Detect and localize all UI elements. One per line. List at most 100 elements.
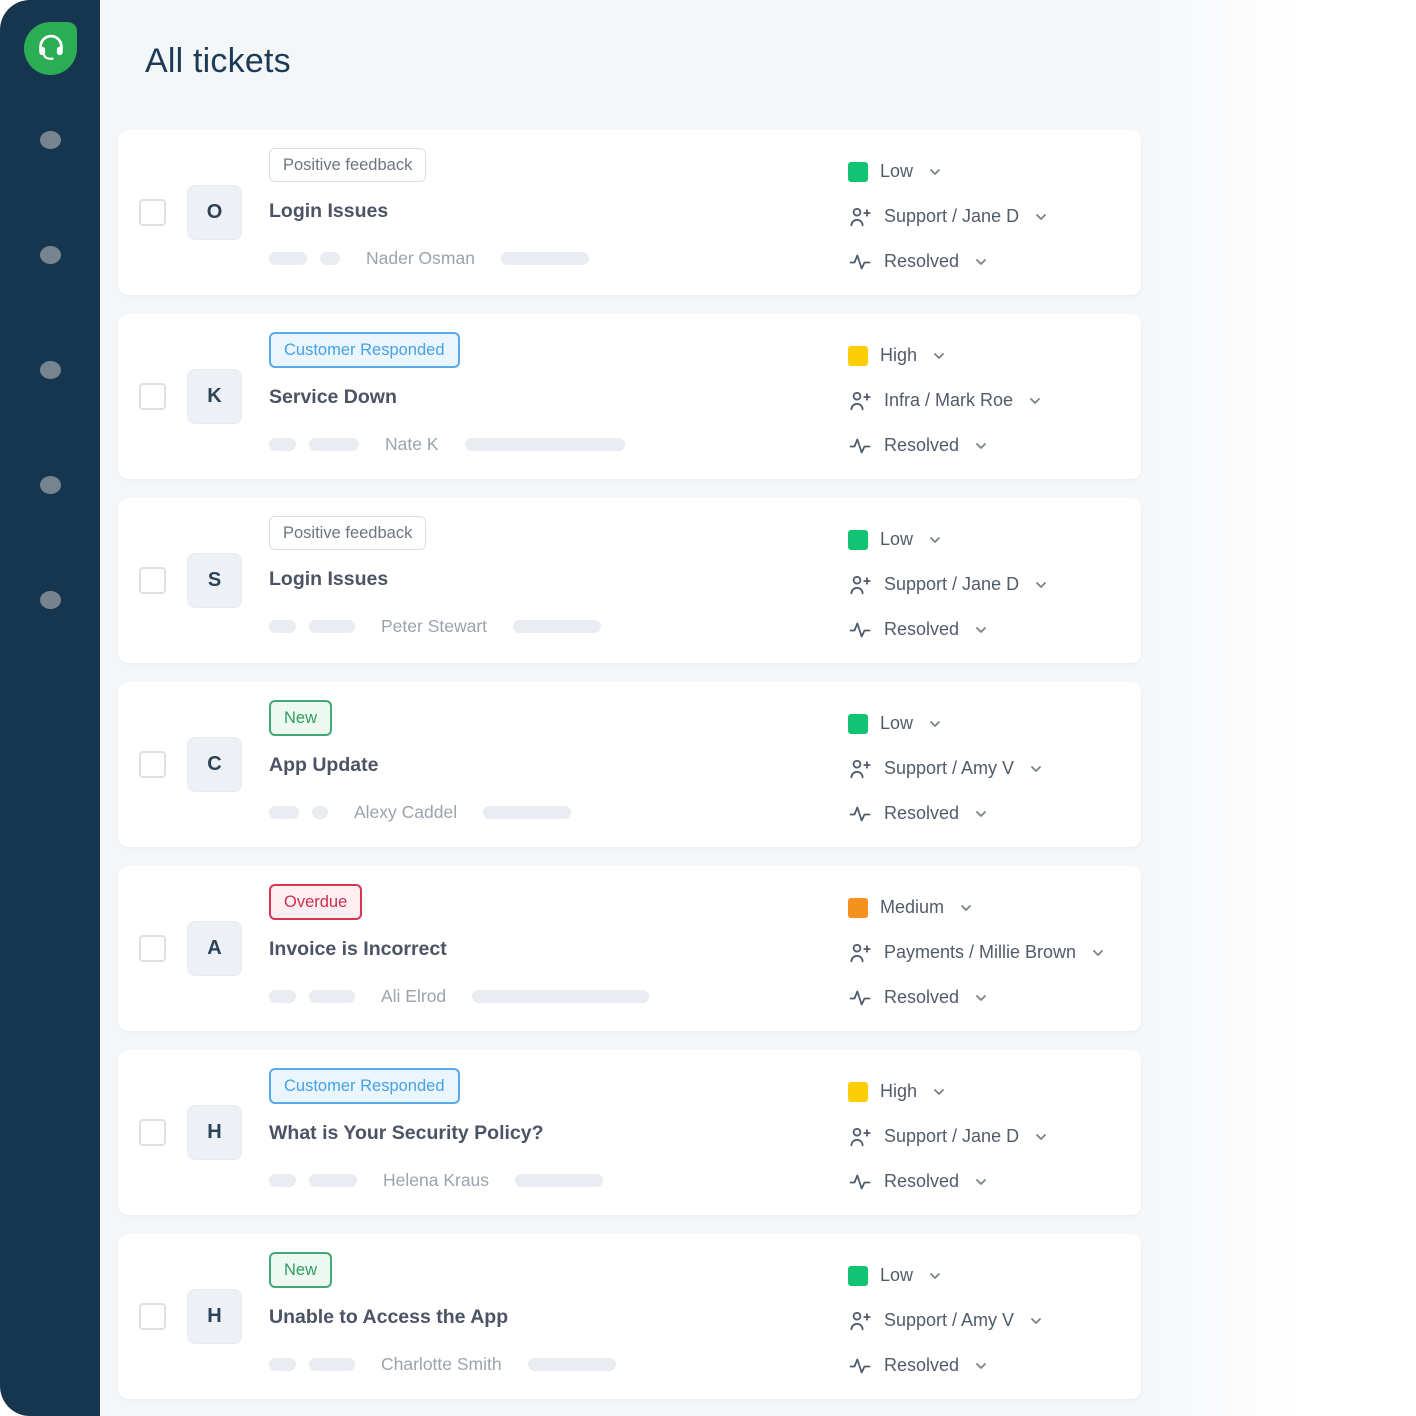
ticket-title[interactable]: App Update [269,754,379,776]
requester-name: Alexy Caddel [354,802,458,822]
ticket-title[interactable]: Service Down [269,386,397,408]
requester-name: Nader Osman [366,248,475,268]
assignee-select[interactable]: Support / Jane D [848,569,1049,600]
assignee-select[interactable]: Infra / Mark Roe [848,385,1043,416]
status-select[interactable]: Resolved [848,430,1043,461]
priority-select[interactable]: Low [848,524,1049,555]
chevron-down-icon [976,994,986,1001]
activity-icon [849,990,871,1005]
status-select[interactable]: Resolved [848,798,1044,829]
priority-label: Low [880,713,914,733]
priority-select[interactable]: Low [848,1260,1044,1291]
priority-select[interactable]: High [848,340,1043,371]
assignee-select[interactable]: Support / Amy V [848,753,1044,784]
assignee-select[interactable]: Support / Amy V [848,1305,1044,1336]
priority-swatch [848,345,868,366]
assignee-label: Payments / Millie Brown [884,942,1077,962]
priority-select[interactable]: High [848,1076,1049,1107]
priority-swatch [848,529,868,550]
priority-select[interactable]: Low [848,156,1049,187]
ticket-checkbox[interactable] [139,935,166,962]
skeleton-bar-3 [483,806,572,819]
ticket-list: O Positive feedback Login Issues Nader O… [118,130,1141,1416]
skeleton-bar-1 [269,620,296,633]
priority-select[interactable]: Medium [848,892,1106,923]
ticket-card[interactable]: K Customer Responded Service Down Nate K… [118,314,1141,479]
user-plus-icon [850,1127,871,1146]
app-logo[interactable] [24,22,77,75]
avatar-letter: O [206,201,223,223]
priority-label: High [880,345,918,365]
chevron-down-icon [934,1088,944,1095]
ticket-main: New Unable to Access the App Charlotte S… [269,1252,616,1375]
ticket-main: Positive feedback Login Issues Peter Ste… [269,516,602,637]
sidebar-menu-dot[interactable] [39,246,61,264]
ticket-card[interactable]: H New Unable to Access the App Charlotte… [118,1234,1141,1399]
assignee-label: Infra / Mark Roe [884,390,1014,410]
ticket-card[interactable]: H Customer Responded What is Your Securi… [118,1050,1141,1215]
chevron-down-icon [961,904,971,911]
headset-icon [35,30,67,67]
chevron-down-icon [930,536,940,543]
status-select[interactable]: Resolved [848,1350,1044,1381]
ticket-checkbox[interactable] [139,199,166,226]
status-badge: Overdue [269,884,363,920]
status-badge: Positive feedback [269,516,427,550]
assignee-label: Support / Jane D [884,1126,1020,1146]
priority-label: Low [880,529,914,549]
chevron-down-icon [1093,949,1103,956]
assignee-label: Support / Amy V [884,758,1015,778]
ticket-title[interactable]: Unable to Access the App [269,1306,509,1328]
ticket-checkbox[interactable] [139,1303,166,1330]
skeleton-bar-3 [513,620,602,633]
status-label: Resolved [884,619,960,639]
page-title: All tickets [145,42,291,80]
avatar-letter: S [207,569,222,591]
skeleton-bar-2 [309,438,359,451]
avatar-letter: K [207,385,222,407]
ticket-card[interactable]: C New App Update Alexy Caddel Low [118,682,1141,847]
ticket-card[interactable]: A Overdue Invoice is Incorrect Ali Elrod… [118,866,1141,1031]
priority-select[interactable]: Low [848,708,1044,739]
sidebar-menu [0,131,100,706]
assignee-select[interactable]: Support / Jane D [848,201,1049,232]
status-label: Resolved [884,251,960,271]
ticket-title[interactable]: Login Issues [269,568,389,590]
sidebar-menu-dot[interactable] [39,591,61,609]
ticket-card[interactable]: S Positive feedback Login Issues Peter S… [118,498,1141,663]
ticket-title[interactable]: What is Your Security Policy? [269,1122,544,1144]
sidebar-menu-dot[interactable] [39,361,61,379]
assignee-select[interactable]: Payments / Millie Brown [848,937,1106,968]
ticket-controls: Low Support / Amy V Resolved [848,1260,1044,1381]
sidebar-menu-dot[interactable] [39,131,61,149]
chevron-down-icon [1031,765,1041,772]
ticket-checkbox[interactable] [139,751,166,778]
avatar: H [187,1289,242,1344]
skeleton-bar-2 [312,806,328,819]
ticket-main: Overdue Invoice is Incorrect Ali Elrod [269,884,650,1007]
skeleton-bar-3 [472,990,650,1003]
ticket-checkbox[interactable] [139,1119,166,1146]
ticket-checkbox[interactable] [139,383,166,410]
sidebar-menu-dot[interactable] [39,476,61,494]
ticket-card[interactable]: O Positive feedback Login Issues Nader O… [118,130,1141,295]
ticket-title[interactable]: Invoice is Incorrect [269,938,447,960]
skeleton-bar-1 [269,1174,296,1187]
chevron-down-icon [976,626,986,633]
user-plus-icon [850,1311,871,1330]
status-select[interactable]: Resolved [848,614,1049,645]
status-label: Resolved [884,987,960,1007]
status-label: Resolved [884,803,960,823]
chevron-down-icon [930,168,940,175]
status-select[interactable]: Resolved [848,246,1049,277]
assignee-select[interactable]: Support / Jane D [848,1121,1049,1152]
status-select[interactable]: Resolved [848,1166,1049,1197]
ticket-main: Positive feedback Login Issues Nader Osm… [269,148,589,269]
ticket-meta: Nader Osman [269,248,589,269]
status-select[interactable]: Resolved [848,982,1106,1013]
ticket-title[interactable]: Login Issues [269,200,389,222]
skeleton-bar-1 [269,1358,296,1371]
ticket-checkbox[interactable] [139,567,166,594]
skeleton-bar-3 [527,1358,616,1371]
sidebar [0,0,100,1416]
